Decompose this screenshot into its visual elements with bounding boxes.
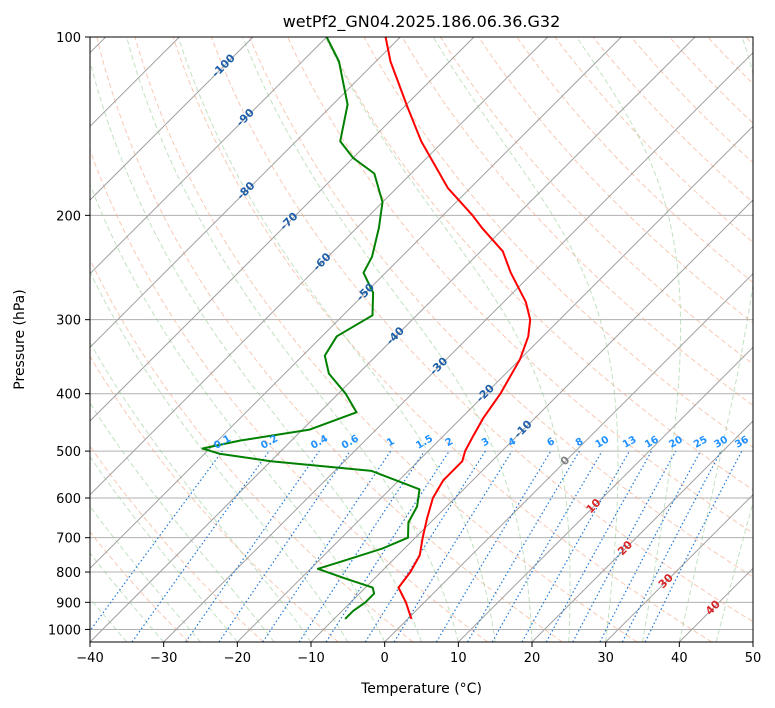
dry-adiabat-line — [134, 37, 638, 642]
y-tick-label: 1000 — [48, 623, 81, 638]
isotherm-line — [90, 37, 549, 496]
y-axis-label: Pressure (hPa) — [12, 289, 28, 389]
moist-adiabat-line — [715, 500, 753, 642]
plot-area — [90, 37, 753, 642]
dewpoint-profile-line — [201, 37, 421, 620]
mixing-ratio-line — [364, 450, 486, 642]
moist-adiabat-line — [324, 37, 571, 642]
x-tick-label: −40 — [76, 651, 103, 666]
isotherm-line — [90, 37, 696, 642]
temperature-profile-line — [384, 37, 532, 620]
isotherm-line — [605, 493, 753, 642]
y-tick-label: 700 — [56, 532, 81, 547]
chart-title: wetPf2_GN04.2025.186.06.36.G32 — [283, 12, 561, 32]
x-tick-label: 40 — [671, 651, 688, 666]
y-tick-label: 400 — [56, 388, 81, 403]
mixing-ratio-line — [435, 450, 552, 642]
mixing-ratio-line — [131, 450, 270, 642]
mixing-ratio-line — [393, 450, 513, 642]
plot-frame — [89, 36, 754, 643]
y-tick-label: 600 — [56, 492, 81, 507]
x-tick-label: 30 — [597, 651, 614, 666]
dry-adiabat-line — [90, 531, 190, 642]
dry-adiabat-line — [363, 37, 753, 448]
moist-adiabat-line — [90, 401, 275, 642]
mixing-ratio-line — [572, 450, 677, 642]
dry-adiabat-line — [90, 258, 414, 642]
mixing-ratio-line — [491, 450, 603, 642]
dry-adiabat-line — [478, 37, 753, 324]
isotherm-line — [90, 37, 401, 349]
isotherm-line — [90, 37, 328, 275]
isotherm-line — [310, 199, 753, 642]
dry-adiabat-line — [592, 37, 753, 203]
mixing-ratio-line — [218, 450, 351, 642]
moist-adiabat-line — [90, 455, 238, 642]
y-tick-label: 900 — [56, 596, 81, 611]
isotherm-line — [90, 37, 622, 570]
isotherm-line — [384, 272, 753, 642]
x-tick-label: −10 — [297, 651, 324, 666]
dry-adiabat-line — [90, 355, 339, 642]
dry-adiabat-line — [325, 37, 753, 491]
isotherm-line — [90, 37, 254, 201]
mixing-ratio-line — [545, 450, 653, 642]
isotherm-line — [236, 125, 753, 642]
mixing-ratio-label: 4 — [506, 436, 518, 449]
y-tick-label: 100 — [56, 31, 81, 46]
x-axis-label: Temperature (°C) — [360, 681, 482, 697]
isotherm-line — [457, 346, 753, 642]
y-tick-label: 200 — [56, 209, 81, 224]
mixing-ratio-label: 1 — [385, 436, 397, 449]
dry-adiabat-line — [516, 37, 753, 284]
moist-adiabat-line — [90, 270, 349, 642]
x-axis: −40 −30 −20 −10 0 10 20 30 40 50 — [76, 642, 761, 666]
mixing-ratio-label: 3 — [480, 436, 492, 449]
x-tick-label: −20 — [224, 651, 251, 666]
dry-adiabat-line — [90, 148, 488, 642]
x-tick-label: 20 — [524, 651, 541, 666]
mixing-ratio-label: 6 — [545, 436, 557, 449]
dry-adiabat-line — [172, 37, 712, 642]
mixing-ratio-line — [521, 450, 631, 642]
moist-adiabat-line — [126, 37, 459, 642]
moist-adiabat-line — [90, 183, 386, 642]
isotherm-line — [163, 51, 753, 642]
moist-adiabat-line — [576, 37, 682, 642]
y-tick-label: 500 — [56, 445, 81, 460]
isotherm-line — [90, 37, 475, 422]
x-tick-label: 0 — [381, 651, 389, 666]
mixing-ratio-line — [90, 450, 223, 632]
isotherm-line — [531, 420, 753, 642]
moist-adiabat-line — [90, 59, 422, 642]
mixing-ratio-label: 8 — [574, 436, 586, 449]
dry-adiabat-line — [96, 37, 563, 642]
x-tick-label: 50 — [745, 651, 762, 666]
mixing-ratio-line — [185, 450, 320, 642]
x-tick-label: 10 — [450, 651, 467, 666]
x-tick-label: −30 — [150, 651, 177, 666]
moist-adiabat-line — [242, 37, 533, 642]
y-axis: 1000 900 800 700 600 500 400 300 200 100 — [48, 31, 90, 638]
dry-adiabat-line — [210, 37, 753, 623]
y-tick-label: 800 — [56, 566, 81, 581]
y-tick-label: 300 — [56, 314, 81, 329]
mixing-ratio-line — [466, 450, 580, 642]
dry-adiabat-line — [401, 37, 753, 406]
mixing-ratio-label: 2 — [444, 436, 456, 449]
